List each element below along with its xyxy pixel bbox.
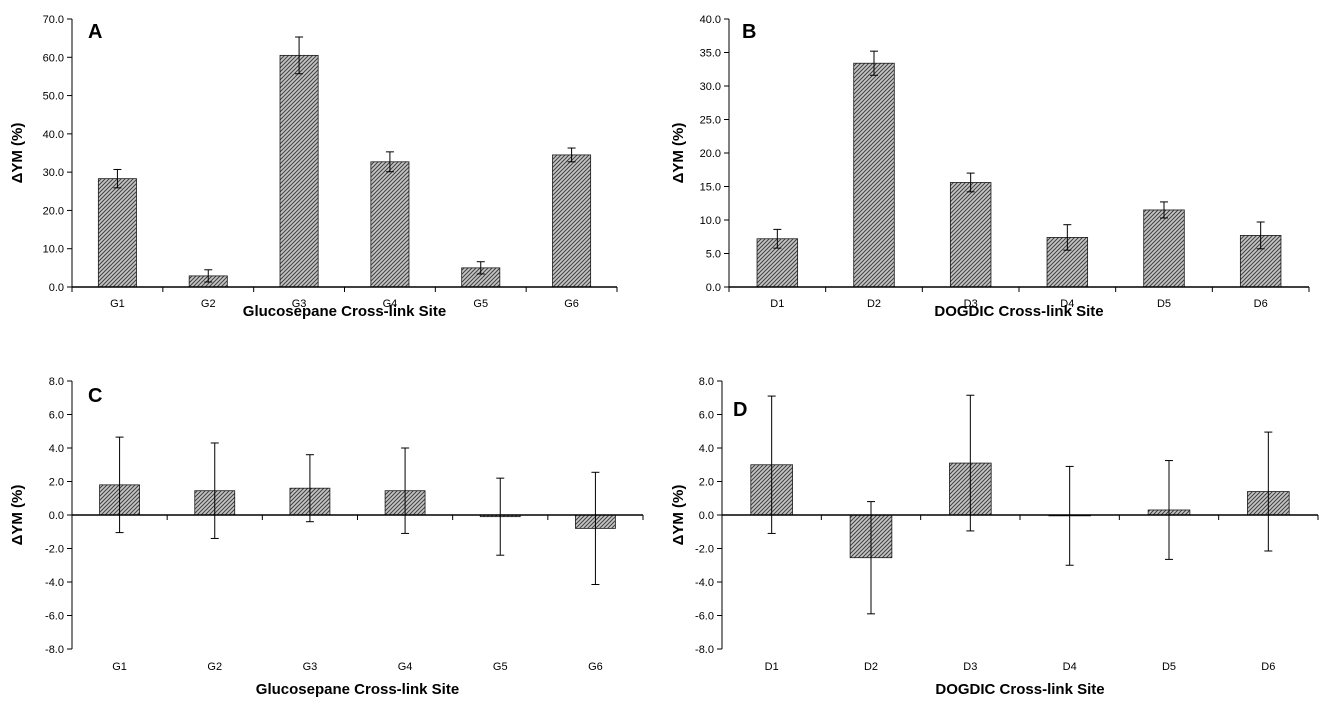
- x-tick-label: D3: [963, 661, 977, 673]
- panel-letter: A: [88, 21, 102, 43]
- y-tick-label: 2.0: [49, 477, 64, 489]
- bar-d3: [949, 182, 992, 288]
- y-tick-label: 6.0: [699, 410, 714, 422]
- x-axis-title: DOGDIC Cross-link Site: [934, 303, 1103, 320]
- y-tick-label: -2.0: [695, 544, 714, 556]
- x-tick-label: D1: [770, 298, 784, 310]
- bar-g3: [279, 54, 319, 288]
- y-tick-label: -4.0: [695, 577, 714, 589]
- y-tick-label: 60.0: [43, 52, 64, 64]
- y-tick-label: 10.0: [43, 244, 64, 256]
- panel-letter: D: [733, 399, 747, 421]
- chart-panel-a: 0.010.020.030.040.050.060.070.0G1 G2 G3 G4 G…: [9, 14, 618, 320]
- y-tick-label: 5.0: [706, 249, 721, 261]
- y-tick-label: 4.0: [49, 443, 64, 455]
- x-tick-label: G3: [303, 661, 318, 673]
- x-tick-label: D5: [1157, 298, 1171, 310]
- x-tick-label: G1: [112, 661, 127, 673]
- y-tick-label: 40.0: [43, 129, 64, 141]
- y-tick-label: 25.0: [700, 115, 721, 127]
- x-tick-label: G5: [473, 298, 488, 310]
- x-tick-label: G5: [493, 661, 508, 673]
- y-tick-label: 6.0: [49, 410, 64, 422]
- y-tick-label: 30.0: [43, 167, 64, 179]
- bar-g6: [552, 154, 592, 288]
- y-tick-label: -6.0: [45, 611, 64, 623]
- x-tick-label: D6: [1254, 298, 1268, 310]
- x-tick-label: G2: [201, 298, 216, 310]
- y-tick-label: -4.0: [45, 577, 64, 589]
- panel-letter: C: [88, 385, 102, 407]
- chart-panel-b: 0.0 5.0 10.0 15.0 20.0 25.0 30.0 35.0 40.0 D1 D2 D3…: [670, 14, 1310, 320]
- y-axis-title: ΔYM (%): [670, 123, 687, 184]
- y-tick-label: 35.0: [700, 48, 721, 60]
- x-tick-label: D3: [964, 298, 978, 310]
- x-tick-label: G4: [383, 298, 398, 310]
- y-tick-label: 20.0: [700, 148, 721, 160]
- y-tick-label: 15.0: [700, 182, 721, 194]
- y-tick-label: -8.0: [695, 644, 714, 656]
- y-tick-label: 0.0: [49, 510, 64, 522]
- bar-d5: [1143, 209, 1185, 288]
- x-tick-label: D6: [1261, 661, 1275, 673]
- panel-letter: B: [742, 21, 756, 43]
- y-tick-label: 30.0: [700, 81, 721, 93]
- x-tick-label: D1: [765, 661, 779, 673]
- y-tick-label: 0.0: [706, 282, 721, 294]
- chart-panel-d: -8.0 -6.0 -4.0 -2.0 0.0 2.0 4.0 6.0 8.0 D1 D2 D3 D4 D…: [670, 376, 1319, 698]
- x-tick-label: D2: [864, 661, 878, 673]
- x-axis-title: DOGDIC Cross-link Site: [935, 681, 1104, 698]
- y-tick-label: 2.0: [699, 477, 714, 489]
- y-axis-title: ΔYM (%): [670, 485, 687, 546]
- y-tick-label: 40.0: [700, 14, 721, 26]
- y-tick-label: 8.0: [49, 376, 64, 388]
- y-tick-label: 50.0: [43, 91, 64, 103]
- bar-d2: [853, 62, 895, 288]
- y-tick-label: -2.0: [45, 544, 64, 556]
- x-tick-label: G2: [207, 661, 222, 673]
- x-tick-label: D2: [867, 298, 881, 310]
- y-tick-label: 8.0: [699, 376, 714, 388]
- x-tick-label: G3: [292, 298, 307, 310]
- y-tick-label: 0.0: [699, 510, 714, 522]
- chart-panel-c: -8.0 -6.0 -4.0 -2.0 0.0 2.0 4.0 6.0 8.0 G1 G2 G3 G4 G…: [9, 376, 644, 698]
- x-tick-label: D4: [1063, 661, 1077, 673]
- x-tick-label: D5: [1162, 661, 1176, 673]
- x-tick-label: G4: [398, 661, 413, 673]
- bar-g1: [97, 178, 137, 288]
- y-axis-title: ΔYM (%): [9, 485, 26, 546]
- y-tick-label: 70.0: [43, 14, 64, 26]
- y-tick-label: 4.0: [699, 443, 714, 455]
- x-tick-label: G6: [564, 298, 579, 310]
- y-tick-label: 10.0: [700, 215, 721, 227]
- y-axis-title: ΔYM (%): [9, 123, 26, 184]
- x-axis-title: Glucosepane Cross-link Site: [243, 303, 446, 320]
- y-tick-label: 20.0: [43, 205, 64, 217]
- x-tick-label: G6: [588, 661, 603, 673]
- x-tick-label: G1: [110, 298, 125, 310]
- x-tick-label: D4: [1060, 298, 1074, 310]
- y-tick-label: -8.0: [45, 644, 64, 656]
- x-axis-title: Glucosepane Cross-link Site: [256, 681, 459, 698]
- y-tick-label: -6.0: [695, 611, 714, 623]
- y-tick-label: 0.0: [49, 282, 64, 294]
- bar-g4: [370, 161, 410, 288]
